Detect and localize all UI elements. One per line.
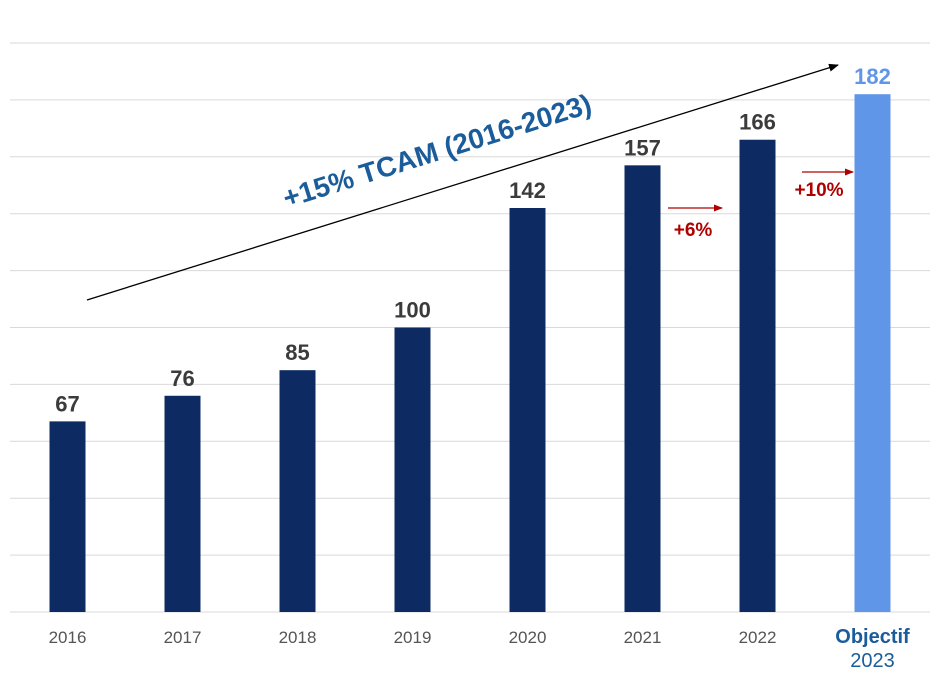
value-label: 142 <box>509 178 546 203</box>
x-tick-label: 2016 <box>49 628 87 647</box>
bar-2021 <box>624 165 661 612</box>
value-label: 100 <box>394 298 431 323</box>
x-tick-label: 2023 <box>850 650 895 672</box>
value-labels: 67 76 85 100 142 157 166 182 <box>55 64 891 416</box>
trend-arrow <box>86 63 839 301</box>
bar-2022 <box>739 139 776 613</box>
x-tick-label: 2017 <box>164 628 202 647</box>
gridlines <box>10 42 930 613</box>
value-label: 166 <box>739 110 776 135</box>
value-label: 182 <box>854 64 891 89</box>
growth-label-2022-2023: +10% <box>794 180 843 201</box>
x-tick-label: 2022 <box>739 628 777 647</box>
bar-objectif-2023 <box>854 94 891 612</box>
x-tick-label: 2021 <box>624 628 662 647</box>
value-label: 157 <box>624 135 661 160</box>
value-label: 67 <box>55 391 79 416</box>
value-label: 76 <box>170 366 194 391</box>
bars <box>49 94 891 613</box>
bar-2018 <box>279 370 316 612</box>
x-tick-label: 2018 <box>279 628 317 647</box>
value-label: 85 <box>285 340 309 365</box>
bar-2016 <box>49 421 86 612</box>
x-tick-label: 2020 <box>509 628 547 647</box>
trend-label: +15% TCAM (2016-2023) <box>279 88 595 214</box>
bar-2017 <box>164 395 201 612</box>
x-tick-label: 2019 <box>394 628 432 647</box>
x-tick-label: Objectif <box>835 626 910 648</box>
bar-2019 <box>394 327 431 612</box>
growth-label-2021-2022: +6% <box>674 220 713 241</box>
bar-2020 <box>509 208 546 612</box>
